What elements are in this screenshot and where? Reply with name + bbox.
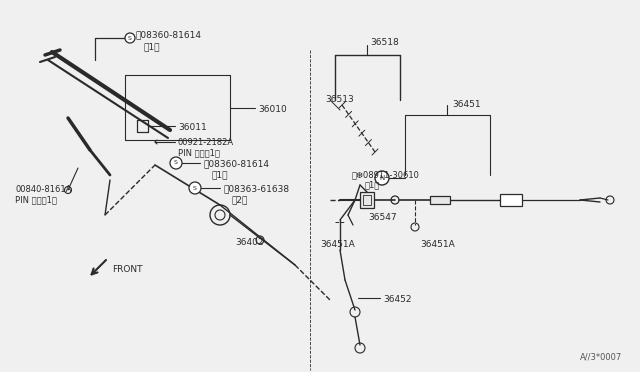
Text: （1）: （1） — [211, 170, 227, 179]
Bar — [360, 192, 374, 208]
Text: 00840-8161A: 00840-8161A — [15, 185, 72, 194]
Circle shape — [189, 182, 201, 194]
Bar — [500, 194, 522, 206]
Text: FRONT: FRONT — [112, 265, 143, 274]
Bar — [363, 195, 371, 205]
Circle shape — [170, 157, 182, 169]
Text: A//3*0007: A//3*0007 — [580, 353, 622, 362]
Text: PIN ピン（1）: PIN ピン（1） — [178, 148, 220, 157]
Text: 36011: 36011 — [178, 123, 207, 132]
Text: Ⓝ08360-81614: Ⓝ08360-81614 — [203, 159, 269, 168]
Text: Ⓝ08360-81614: Ⓝ08360-81614 — [135, 30, 201, 39]
Circle shape — [125, 33, 135, 43]
Text: S: S — [193, 186, 197, 190]
Text: 36451: 36451 — [452, 100, 481, 109]
Text: Ⓝ❆08911-30610: Ⓝ❆08911-30610 — [352, 170, 420, 179]
Text: 36513: 36513 — [325, 95, 354, 104]
Text: Ⓝ08363-61638: Ⓝ08363-61638 — [223, 184, 289, 193]
Text: 36547: 36547 — [368, 213, 397, 222]
Text: 36452: 36452 — [383, 295, 412, 304]
Circle shape — [375, 171, 389, 185]
Text: （2）: （2） — [231, 195, 248, 204]
Text: 36402: 36402 — [235, 238, 264, 247]
Text: S: S — [128, 35, 132, 41]
Bar — [430, 196, 450, 204]
Text: N: N — [380, 175, 385, 181]
Text: S: S — [174, 160, 178, 166]
Text: PIN ピン（1）: PIN ピン（1） — [15, 195, 57, 204]
Text: 36451A: 36451A — [420, 240, 455, 249]
Text: 36010: 36010 — [258, 105, 287, 114]
Text: （1）: （1） — [365, 180, 380, 189]
Text: 00921-2182A: 00921-2182A — [178, 138, 234, 147]
Text: （1）: （1） — [143, 42, 159, 51]
Text: 36451A: 36451A — [320, 240, 355, 249]
Text: 36518: 36518 — [370, 38, 399, 47]
